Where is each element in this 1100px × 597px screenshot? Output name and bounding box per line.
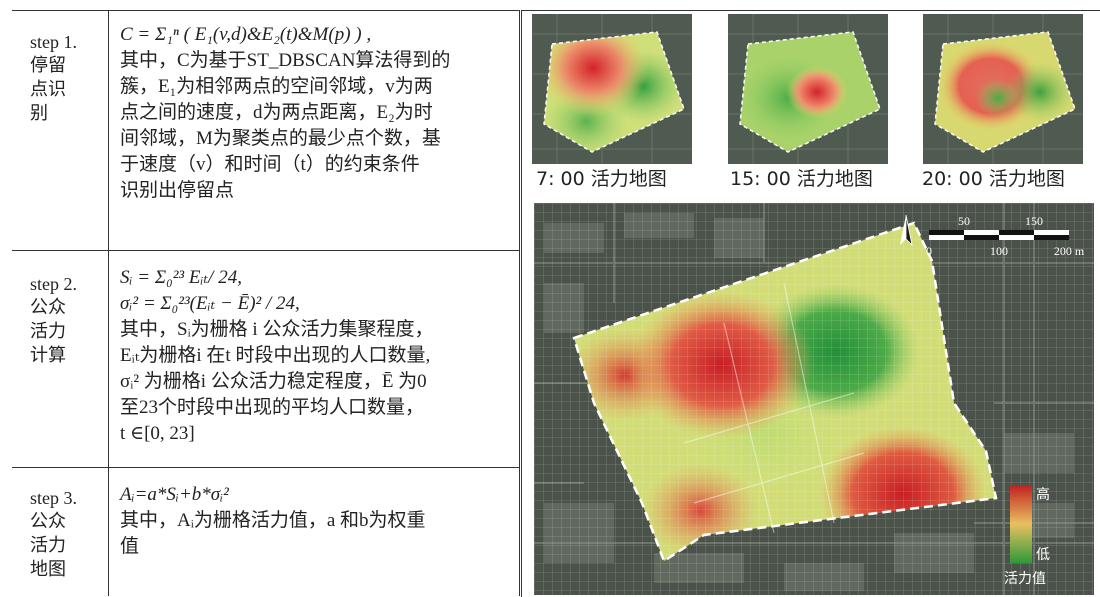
thumbnail-image (532, 14, 692, 164)
formula-line: Sᵢ = Σ₀²³ Eᵢₜ/ 24, (120, 267, 242, 288)
steps-table: step 1. 停留 点识 别 C = Σ₁ⁿ ( E₁(v,d)&E₂(t)&… (12, 10, 520, 596)
step-name: 公众 (30, 297, 66, 318)
text-line: t ∈[0, 23] (120, 423, 195, 444)
text-line: 至23个时段中出现的平均人口数量， (120, 397, 425, 418)
panel-rule (522, 10, 1100, 11)
step-name: 地图 (30, 559, 66, 580)
step-name: 计算 (30, 345, 66, 366)
text-line: 其中，Aᵢ为栅格活力值，a 和b为权重 (120, 510, 426, 531)
step-number: step 3. (30, 488, 77, 508)
thumbnail-caption: 7: 00 活力地图 (536, 168, 667, 190)
scale-bar: 50 150 0 100 200 m (926, 214, 1085, 258)
step-name: 公众 (30, 511, 66, 532)
step-1-text: C = Σ₁ⁿ ( E₁(v,d)&E₂(t)&M(p) ) , 其中，C为基于… (120, 22, 514, 204)
thumbnail-map-1500 (728, 14, 888, 164)
step-2-text: Sᵢ = Σ₀²³ Eᵢₜ/ 24, σᵢ² = Σ₀²³(Eᵢₜ − Ē)² … (120, 265, 514, 447)
step-name: 活力 (30, 535, 66, 556)
text-line: 点之间的速度，d为两点距离，E₂为时 (120, 102, 433, 123)
text-line: 簇，E₁为相邻两点的空间邻域，v为两 (120, 76, 433, 97)
thumbnail-image (728, 14, 888, 164)
scale-tick: 200 m (1054, 244, 1085, 258)
text-line: Eᵢₜ为栅格i 在t 时段中出现的人口数量, (120, 345, 431, 366)
legend-low-label: 低 (1036, 547, 1050, 563)
legend-color-bar (1010, 485, 1032, 563)
step-label: step 2. 公众 活力 计算 (30, 272, 110, 368)
table-divider-right (519, 10, 520, 596)
vitality-map-image: 50 150 0 100 200 m 高 低 活力值 (534, 203, 1094, 595)
vitality-map: 50 150 0 100 200 m 高 低 活力值 (534, 203, 1094, 595)
step-name: 点识 (30, 79, 66, 100)
scale-tick: 0 (926, 244, 932, 258)
scale-tick: 50 (958, 214, 970, 228)
text-line: σᵢ² 为栅格i 公众活力稳定程度，Ē 为0 (120, 371, 427, 392)
formula-line: σᵢ² = Σ₀²³(Eᵢₜ − Ē)² / 24, (120, 293, 300, 314)
step-name: 停留 (30, 55, 66, 76)
scale-tick: 150 (1025, 214, 1043, 228)
step-label: step 3. 公众 活力 地图 (30, 486, 110, 582)
table-rule-top (12, 10, 520, 11)
legend: 高 低 活力值 (1004, 485, 1050, 587)
formula-line: C = Σ₁ⁿ ( E₁(v,d)&E₂(t)&M(p) ) , (120, 24, 372, 45)
text-line: 间邻域，M为聚类点的最少点个数，基 (120, 128, 441, 149)
table-divider (108, 10, 109, 596)
thumbnail-caption: 15: 00 活力地图 (730, 168, 873, 190)
table-rule (12, 467, 520, 468)
thumbnail-caption: 20: 00 活力地图 (922, 168, 1065, 190)
text-line: 值 (120, 536, 140, 557)
formula-line: Aᵢ=a*Sᵢ+b*σᵢ² (120, 484, 229, 505)
step-3-text: Aᵢ=a*Sᵢ+b*σᵢ² 其中，Aᵢ为栅格活力值，a 和b为权重 值 (120, 482, 514, 560)
text-line: 其中，Sᵢ为栅格 i 公众活力集聚程度， (120, 319, 434, 340)
legend-title: 活力值 (1004, 571, 1046, 587)
step-number: step 2. (30, 274, 77, 294)
legend-high-label: 高 (1036, 486, 1050, 503)
text-line: 其中，C为基于ST_DBSCAN算法得到的 (120, 50, 451, 71)
text-line: 识别出停留点 (120, 180, 235, 201)
step-label: step 1. 停留 点识 别 (30, 30, 110, 126)
thumbnail-image (923, 14, 1083, 164)
panel-divider (521, 10, 522, 597)
table-rule (12, 250, 520, 251)
text-line: 于速度（v）和时间（t）的约束条件 (120, 154, 420, 175)
step-number: step 1. (30, 32, 77, 52)
step-name: 活力 (30, 321, 66, 342)
step-name: 别 (30, 103, 48, 124)
scale-tick: 100 (990, 244, 1008, 258)
thumbnail-map-0700 (532, 14, 692, 164)
north-arrow-icon (900, 214, 913, 247)
map-panel: 7: 00 活力地图 15: 00 活力地图 20: 00 活力地图 (521, 10, 1100, 597)
thumbnail-map-2000 (923, 14, 1083, 164)
